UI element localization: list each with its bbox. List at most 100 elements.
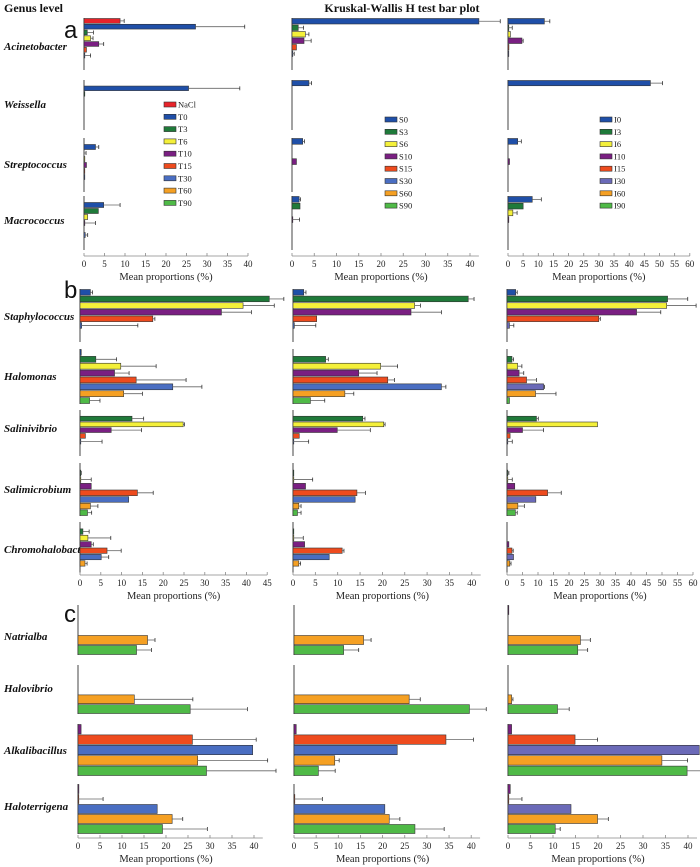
bar-staphylococcus-s15 bbox=[292, 315, 317, 322]
x-tick-label: 25 bbox=[180, 578, 190, 588]
bar-salimicrobium-i15 bbox=[506, 489, 548, 496]
chart-title: Kruskal-Wallis H test bar plot bbox=[324, 1, 479, 15]
bar-staphylococcus-t0 bbox=[79, 289, 91, 296]
bar-chromohalobacter-t15 bbox=[79, 547, 108, 554]
bar-haloterrigena-t30 bbox=[77, 804, 158, 814]
bar-halomonas-i6 bbox=[506, 362, 518, 370]
bar-salinivibrio-t3 bbox=[79, 415, 133, 422]
bar-natrialba-i60 bbox=[507, 635, 581, 645]
bar-acinetobacter-t10 bbox=[83, 41, 100, 47]
bar-halovibrio-i90 bbox=[507, 704, 558, 714]
x-tick-label: 0 bbox=[290, 259, 295, 269]
x-tick-label: 35 bbox=[443, 259, 453, 269]
bar-streptococcus-t15 bbox=[83, 168, 86, 174]
x-tick-label: 40 bbox=[684, 841, 694, 851]
bar-staphylococcus-s30 bbox=[292, 322, 295, 329]
legend-swatch-s0 bbox=[384, 116, 398, 123]
legend-label-s60: S60 bbox=[399, 188, 412, 198]
x-axis-label: Mean proportions (%) bbox=[552, 272, 646, 283]
genus-label-weissella: Weissella bbox=[4, 99, 46, 111]
subplot-c-2: 0 5 10 15 20 25 30 35 40 Mean proportions (%) bbox=[292, 605, 487, 865]
bar-macrococcus-t6 bbox=[83, 214, 88, 220]
x-tick-label: 20 bbox=[377, 259, 387, 269]
x-tick-label: 5 bbox=[313, 578, 318, 588]
bar-alkalibacillus-s30 bbox=[293, 744, 398, 755]
bar-halomonas-t15 bbox=[79, 376, 137, 384]
x-tick-label: 35 bbox=[221, 578, 231, 588]
bar-salimicrobium-s10 bbox=[292, 483, 306, 490]
bar-staphylococcus-t15 bbox=[79, 315, 154, 322]
legend-label-t6: T6 bbox=[178, 136, 187, 146]
bar-haloterrigena-i30 bbox=[507, 804, 572, 814]
subplot-c-3: 0 5 10 15 20 25 30 35 40 Mean proportions (%) bbox=[506, 605, 700, 865]
x-tick-label: 0 bbox=[82, 259, 87, 269]
genus-label-chromohalobacter: Chromohalobacter bbox=[4, 544, 90, 556]
x-tick-label: 0 bbox=[292, 841, 297, 851]
genus-label-macrococcus: Macrococcus bbox=[3, 215, 65, 227]
legend-swatch-i60 bbox=[599, 190, 613, 197]
x-tick-label: 40 bbox=[466, 259, 476, 269]
bar-salinivibrio-i15 bbox=[506, 433, 511, 439]
bar-staphylococcus-i10 bbox=[506, 309, 637, 316]
panel-label-b: b bbox=[64, 277, 77, 304]
bar-macrococcus-t30 bbox=[83, 232, 86, 238]
x-tick-label: 10 bbox=[332, 259, 342, 269]
genus-label-natrialba: Natrialba bbox=[3, 631, 48, 643]
x-tick-label: 20 bbox=[564, 259, 574, 269]
genus-label-haloterrigena: Haloterrigena bbox=[3, 801, 69, 813]
legend-swatch-t60 bbox=[163, 187, 177, 194]
bar-chromohalobacter-s3 bbox=[292, 528, 295, 535]
bar-chromohalobacter-s15 bbox=[292, 547, 343, 554]
x-tick-label: 35 bbox=[661, 841, 671, 851]
bar-natrialba-s90 bbox=[293, 645, 344, 655]
x-tick-label: 30 bbox=[639, 841, 649, 851]
bar-streptococcus-i10 bbox=[507, 158, 510, 165]
legend-label-t15: T15 bbox=[178, 161, 192, 171]
bar-macrococcus-i10 bbox=[507, 216, 510, 223]
bar-halomonas-t3 bbox=[79, 356, 97, 363]
x-tick-label: 30 bbox=[203, 259, 213, 269]
bar-halomonas-i90 bbox=[506, 397, 510, 404]
bar-alkalibacillus-i60 bbox=[507, 755, 663, 766]
legend-label-t3: T3 bbox=[178, 124, 187, 134]
legend-label-i0: I0 bbox=[614, 115, 621, 125]
x-tick-label: 5 bbox=[521, 259, 526, 269]
bar-halomonas-t90 bbox=[79, 397, 90, 404]
bar-halomonas-i10 bbox=[506, 369, 520, 377]
x-tick-label: 15 bbox=[354, 259, 364, 269]
bar-salimicrobium-t90 bbox=[79, 509, 88, 516]
bar-salimicrobium-s90 bbox=[292, 509, 298, 516]
bar-salimicrobium-s60 bbox=[292, 502, 300, 510]
x-tick-label: 5 bbox=[520, 578, 525, 588]
bar-streptococcus-t10 bbox=[83, 162, 87, 168]
bar-salimicrobium-i60 bbox=[506, 502, 519, 510]
bar-acinetobacter-t0 bbox=[83, 23, 196, 30]
x-tick-label: 40 bbox=[467, 841, 477, 851]
subplot-c-1: 0 5 10 15 20 25 30 35 40 Mean proportions (%) bbox=[76, 605, 277, 865]
bar-chromohalobacter-s30 bbox=[292, 554, 330, 561]
legend-label-i15: I15 bbox=[614, 164, 625, 174]
bar-salinivibrio-i6 bbox=[506, 421, 598, 428]
bar-alkalibacillus-t60 bbox=[77, 755, 198, 766]
x-tick-label: 15 bbox=[138, 578, 148, 588]
bar-halomonas-s90 bbox=[292, 397, 311, 404]
x-tick-label: 40 bbox=[250, 841, 260, 851]
x-tick-label: 40 bbox=[467, 578, 477, 588]
x-tick-label: 20 bbox=[162, 841, 172, 851]
bar-natrialba-i90 bbox=[507, 645, 579, 655]
bar-alkalibacillus-s90 bbox=[293, 765, 319, 776]
x-tick-label: 10 bbox=[534, 259, 544, 269]
legend-swatch-t90 bbox=[163, 200, 177, 206]
legend-swatch-s30 bbox=[384, 178, 398, 184]
bar-macrococcus-i0 bbox=[507, 196, 533, 203]
x-tick-label: 15 bbox=[356, 841, 366, 851]
bar-alkalibacillus-t15 bbox=[77, 734, 193, 745]
bar-chromohalobacter-t6 bbox=[79, 534, 89, 541]
bar-alkalibacillus-t90 bbox=[77, 765, 207, 776]
x-tick-label: 50 bbox=[658, 578, 668, 588]
x-tick-label: 30 bbox=[422, 841, 432, 851]
x-tick-label: 0 bbox=[505, 578, 510, 588]
plots-group: Acinetobacter Weissella Streptococcus Macro… bbox=[3, 18, 700, 865]
x-tick-label: 5 bbox=[312, 259, 317, 269]
legend-swatch-i90 bbox=[599, 202, 613, 209]
